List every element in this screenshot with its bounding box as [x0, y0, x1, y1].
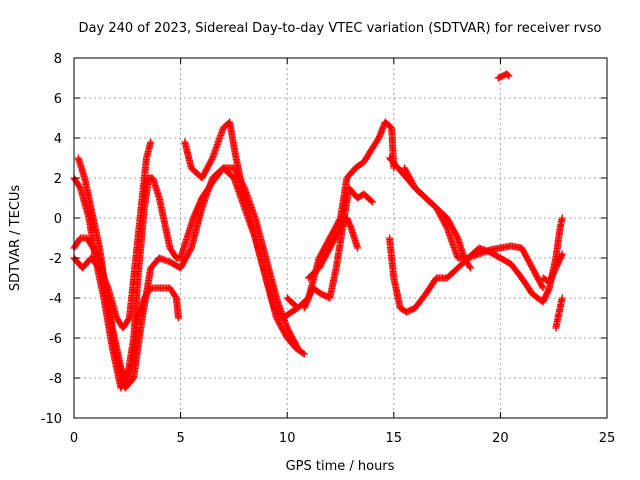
x-tick-label: 25 — [599, 431, 616, 446]
y-tick-label: -10 — [41, 412, 62, 427]
data-point — [174, 314, 182, 322]
data-point — [299, 349, 307, 357]
series-track-10 — [386, 234, 547, 316]
data-point — [147, 138, 155, 146]
y-tick-label: -2 — [49, 252, 62, 267]
data-point — [538, 283, 546, 291]
series-track-8 — [305, 214, 362, 282]
data-point — [505, 72, 513, 80]
series-track-3 — [70, 234, 182, 382]
data-point — [95, 253, 103, 261]
axis-ticks: 0 5 10 15 20 25 -10 -8 -6 -4 -2 0 2 4 6 8 — [41, 52, 616, 446]
series-track-11 — [400, 164, 475, 272]
y-tick-label: 8 — [54, 52, 62, 67]
data-point — [558, 294, 566, 302]
data-point — [466, 263, 474, 271]
data-point — [504, 71, 512, 79]
y-tick-label: -6 — [49, 332, 62, 347]
x-tick-label: 0 — [70, 431, 78, 446]
data-point — [300, 350, 308, 358]
series-track-5 — [181, 118, 308, 358]
series-track-7 — [300, 184, 376, 312]
data-point — [558, 214, 566, 222]
data-point — [467, 264, 475, 272]
data-series — [70, 70, 566, 392]
series-track-4 — [70, 138, 155, 332]
data-point — [558, 250, 566, 258]
y-tick-label: 4 — [54, 132, 62, 147]
data-point — [75, 183, 83, 191]
series-track-13 — [552, 294, 566, 332]
data-point — [368, 198, 376, 206]
series-track-14 — [494, 70, 513, 82]
x-tick-label: 15 — [386, 431, 403, 446]
data-point — [354, 244, 362, 252]
plot-frame — [73, 57, 608, 419]
y-axis-label: SDTVAR / TECUs — [8, 185, 23, 292]
x-tick-label: 5 — [176, 431, 184, 446]
y-tick-label: 2 — [54, 172, 62, 187]
y-tick-label: 0 — [54, 212, 62, 227]
x-tick-label: 10 — [279, 431, 296, 446]
data-point — [539, 284, 547, 292]
series-track-12 — [539, 250, 566, 286]
y-tick-label: 6 — [54, 92, 62, 107]
x-axis-label: GPS time / hours — [286, 459, 395, 474]
data-point — [125, 315, 133, 323]
data-point — [367, 197, 375, 205]
y-tick-label: -4 — [49, 292, 62, 307]
x-tick-label: 20 — [492, 431, 509, 446]
chart-title: Day 240 of 2023, Sidereal Day-to-day VTE… — [79, 21, 602, 36]
y-tick-label: -8 — [49, 372, 62, 387]
